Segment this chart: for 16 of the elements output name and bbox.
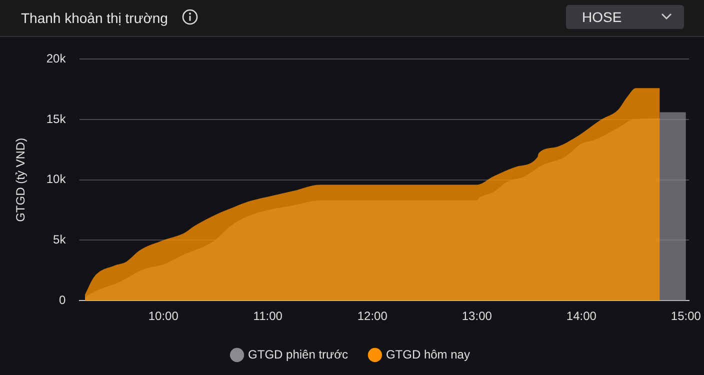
x-tick-label: 13:00: [462, 309, 492, 324]
y-tick-label: 20k: [46, 52, 67, 66]
x-tick-label: 10:00: [148, 309, 179, 324]
legend-label: GTGD hôm nay: [386, 347, 470, 362]
chart-title: Thanh khoản thị trường: [21, 10, 168, 26]
y-tick-label: 15k: [46, 112, 67, 126]
y-tick-label: 5k: [53, 232, 67, 247]
y-tick-label: 0: [59, 292, 66, 307]
y-tick-label: 10k: [46, 172, 67, 186]
x-tick-label: 11:00: [253, 309, 283, 324]
x-tick-label: 14:00: [566, 309, 597, 324]
y-axis-title: GTGD (tỷ VND): [14, 138, 28, 222]
legend-label: GTGD phiên trước: [248, 347, 348, 362]
x-tick-label: 15:00: [670, 309, 702, 324]
x-tick-label: 12:00: [357, 309, 388, 324]
exchange-dropdown: HOSE: [566, 5, 684, 29]
